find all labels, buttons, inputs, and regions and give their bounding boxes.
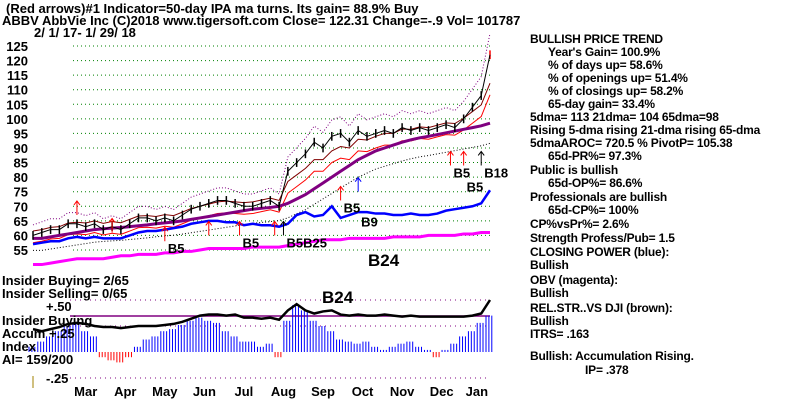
x-tick-label: Jul	[235, 384, 254, 399]
closing-power-label: CLOSING POWER (blue):	[530, 245, 670, 259]
public-status: Public is bullish	[530, 163, 618, 177]
signal-label: B9	[361, 214, 378, 229]
closing-power-status: Bullish	[530, 258, 569, 272]
rel-strength-line	[32, 299, 492, 333]
signal-arrow-head	[354, 176, 362, 182]
signal-arrow-head	[337, 185, 344, 191]
y-tick-label: 115	[7, 68, 28, 83]
x-tick-label: Mar	[74, 384, 97, 399]
65d-cp: 65d-CP%= 100%	[548, 203, 639, 217]
years-gain: Year's Gain= 100.9%	[548, 45, 661, 59]
rel-str-label: REL.STR..VS DJI (brown):	[530, 301, 673, 315]
x-tick-label: May	[152, 384, 178, 399]
x-tick-label: Jan	[466, 384, 488, 399]
signal-arrow-head	[161, 226, 169, 232]
date-range: 2/ 1/ 17- 1/ 29/ 18	[34, 25, 136, 40]
signal-label: B5	[467, 179, 484, 194]
signal-label: B5B25	[286, 235, 326, 250]
accum-label: Accum +.25	[2, 326, 75, 341]
65d-op: 65d-OP%= 86.6%	[548, 176, 643, 190]
signal-arrow-head	[205, 220, 213, 226]
y-tick-label: 70	[14, 199, 28, 214]
insider-buying-label-2: Insider Buying	[2, 313, 93, 328]
obv-line	[33, 230, 490, 267]
cp-vs-pr: CP%vsPr%= 2.6%	[530, 217, 629, 231]
x-tick-label: Apr	[114, 384, 136, 399]
y-tick-label: 90	[14, 141, 28, 156]
signal-label: B5	[344, 200, 361, 215]
signal-arrow-head	[477, 150, 485, 156]
y-tick-label: 60	[14, 228, 28, 243]
obv-status: Bullish	[530, 286, 569, 300]
obv-label: OBV (magenta):	[530, 273, 618, 287]
strength-profess-pub: Strength Profess/Pub= 1.5	[530, 231, 675, 245]
y-tick-label: 75	[14, 185, 28, 200]
dma-trend: Rising 5-dma rising 21-dma rising 65-dma	[530, 123, 761, 137]
closings-up: % of closings up= 58.2%	[548, 84, 684, 98]
signal-arrow-head	[236, 220, 243, 226]
x-tick-label: Nov	[390, 384, 415, 399]
ai-tick-minus25: -.25	[46, 371, 69, 386]
y-tick-label: 100	[6, 112, 28, 127]
ticker-header: ABBV AbbVie Inc (C)2018 www.tigersoft.co…	[2, 13, 521, 28]
y-tick-label: 80	[14, 170, 28, 185]
signal-arrow-head	[447, 150, 454, 156]
signal-arrow-head	[280, 220, 287, 226]
aroc-pivot: 5dmaAROC= 720.5 % PivotP= 105.38	[530, 136, 733, 150]
price-line	[32, 54, 491, 236]
x-tick-label: Aug	[271, 384, 296, 399]
x-tick-label: Sep	[311, 384, 335, 399]
trend-heading: BULLISH PRICE TREND	[530, 32, 663, 46]
signal-arrow-head	[108, 217, 116, 223]
y-tick-label: 85	[14, 156, 28, 171]
signal-arrow-head	[460, 150, 468, 156]
y-tick-label: 55	[14, 243, 28, 258]
ma65-line	[33, 121, 491, 240]
x-tick-label: Dec	[430, 384, 454, 399]
signal-label: B5	[453, 165, 470, 180]
accumulation-status: Bullish: Accumulation Rising.	[530, 349, 694, 363]
indicator-title: (Red arrows)#1 Indicator=50-day IPA ma t…	[6, 1, 419, 16]
insider-buying-label: Insider Buying= 2/65	[2, 273, 129, 288]
signal-label-b24: B24	[368, 251, 400, 270]
x-tick-label: Oct	[352, 384, 374, 399]
y-tick-label: 125	[6, 39, 28, 54]
ai-value: AI= 159/200	[2, 352, 74, 367]
y-tick-label: 120	[6, 54, 28, 69]
signal-label-b24: B24	[322, 288, 354, 307]
ip-value: IP= .378	[585, 363, 629, 377]
insider-selling-label: Insider Selling= 0/65	[2, 286, 128, 301]
itrs: ITRS= .163	[530, 327, 590, 341]
65-day-gain: 65-day gain= 33.4%	[548, 97, 655, 111]
dma-values: 5dma= 113 21dma= 104 65dma=98	[530, 110, 719, 124]
y-tick-label: 65	[14, 214, 28, 229]
rel-str-status: Bullish	[530, 314, 569, 328]
signal-arrow-head	[271, 220, 279, 226]
signal-label: B5	[243, 235, 260, 250]
openings-up: % of openings up= 51.4%	[548, 71, 688, 85]
y-tick-label: 105	[6, 97, 28, 112]
professionals-status: Professionals are bullish	[530, 190, 668, 204]
65d-pr: 65d-PR%= 97.3%	[548, 149, 642, 163]
signal-arrow-head	[73, 200, 81, 206]
index-label: Index	[2, 339, 36, 354]
x-tick-label: Jun	[193, 384, 216, 399]
signal-label: B5	[168, 241, 185, 256]
y-tick-label: 110	[7, 83, 28, 98]
days-up: % of days up= 58.6%	[548, 58, 663, 72]
closing-power-line	[32, 189, 492, 246]
signal-label: B18	[484, 165, 508, 180]
y-tick-label: 95	[14, 126, 28, 141]
upper-envelope	[32, 33, 491, 226]
ai-tick-plus50: +.50	[46, 299, 72, 314]
